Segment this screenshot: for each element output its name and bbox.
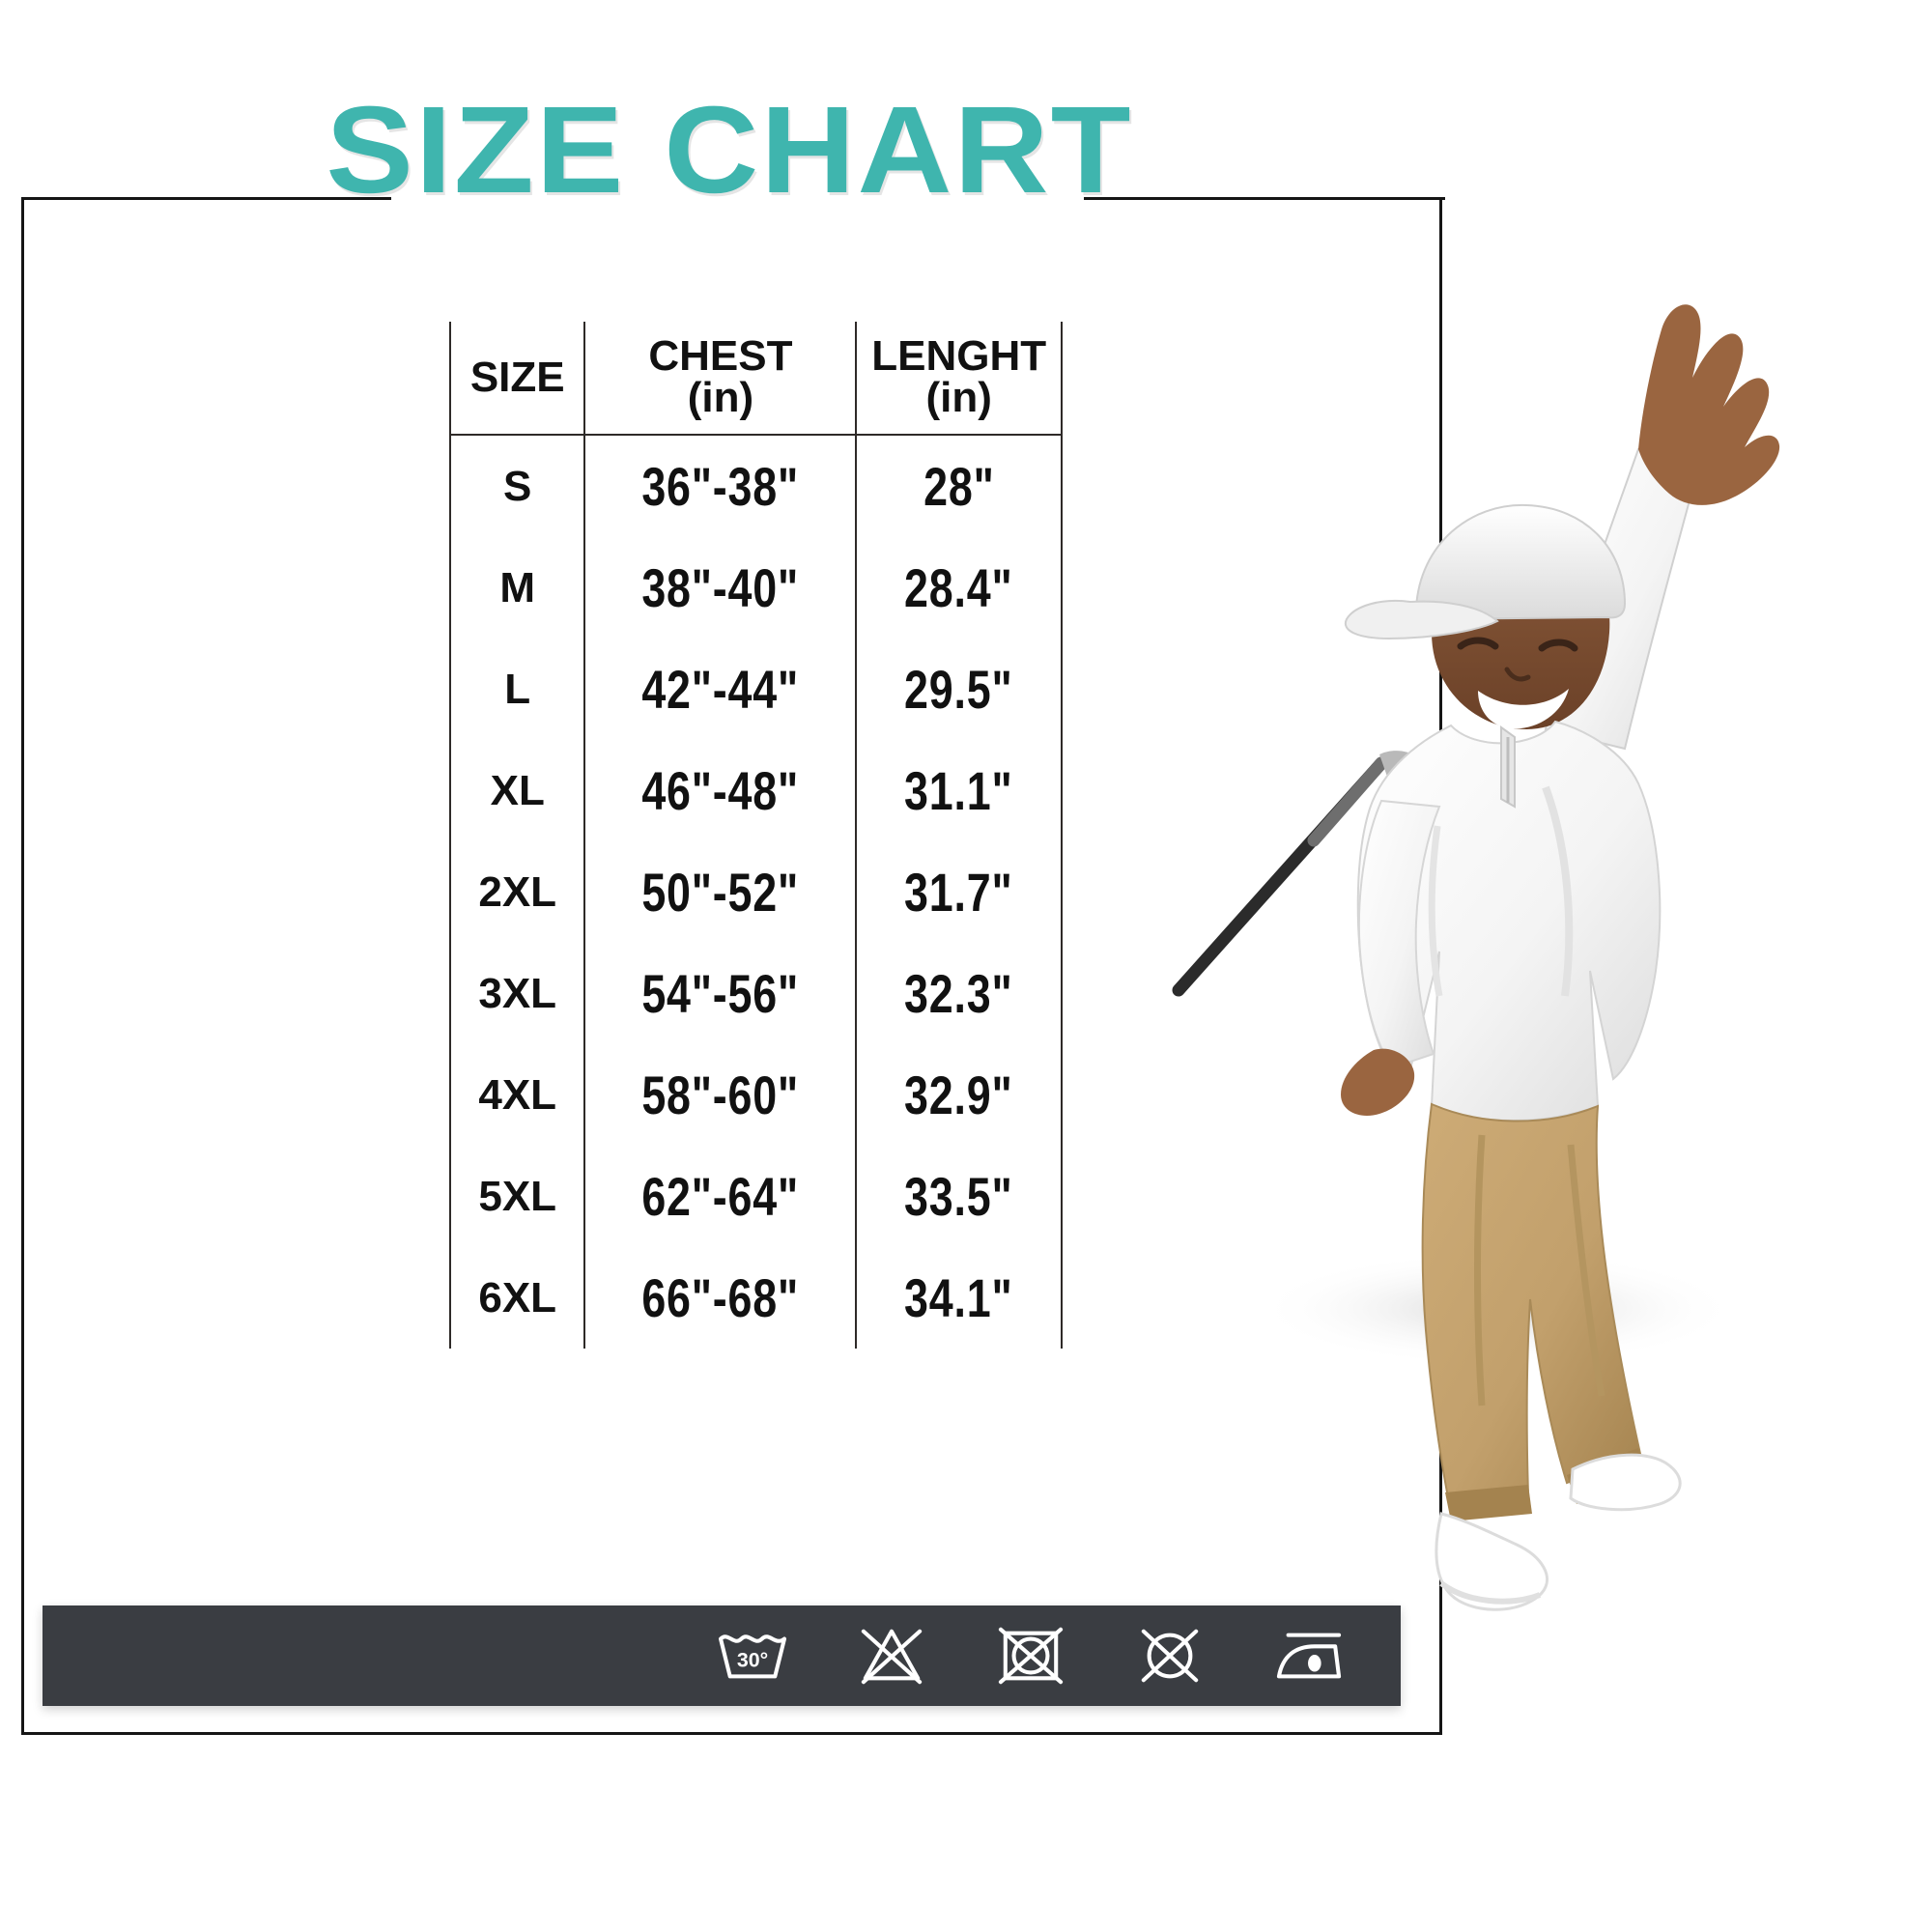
cell-length-value: 31.7" <box>904 862 1013 923</box>
cell-chest-value: 62"-64" <box>641 1166 800 1227</box>
cell-length-value: 28" <box>923 456 995 517</box>
cell-length-value: 28.4" <box>904 557 1013 618</box>
cell-length-value: 31.1" <box>904 760 1013 821</box>
cell-size-value: 5XL <box>478 1172 557 1220</box>
column-header-chest-unit: (in) <box>687 373 754 421</box>
cell-chest: 42"-44" <box>583 639 858 740</box>
cell-size: 5XL <box>448 1146 586 1247</box>
cell-chest: 36"-38" <box>583 435 858 537</box>
cell-size: 4XL <box>448 1044 586 1146</box>
cell-length: 28" <box>855 435 1063 537</box>
do-not-tumble-dry-icon <box>998 1627 1064 1685</box>
cell-chest-value: 38"-40" <box>641 557 800 618</box>
product-photo: Man in white long-sleeve golf shirt and … <box>1092 208 1932 1715</box>
iron-low-icon <box>1276 1633 1342 1679</box>
cell-length: 33.5" <box>855 1146 1063 1247</box>
table-row: M 38"-40" 28.4" <box>448 537 1063 639</box>
table-row: 6XL 66"-68" 34.1" <box>448 1247 1063 1349</box>
table-row: S 36"-38" 28" <box>448 435 1063 537</box>
cell-size-value: L <box>504 665 531 713</box>
frame-top-right-rule <box>1084 197 1445 200</box>
table-row: 2XL 50"-52" 31.7" <box>448 841 1063 943</box>
do-not-dry-clean-icon <box>1141 1629 1199 1683</box>
cell-length-value: 32.9" <box>904 1065 1013 1125</box>
table-row: 3XL 54"-56" 32.3" <box>448 943 1063 1044</box>
cell-chest: 66"-68" <box>583 1247 858 1349</box>
cell-chest-value: 36"-38" <box>641 456 800 517</box>
cell-chest: 46"-48" <box>583 740 858 841</box>
frame-top-left-rule <box>21 197 391 200</box>
cell-length-value: 33.5" <box>904 1166 1013 1227</box>
table-header: SIZE CHEST (in) LENGHT (in) <box>448 322 1063 436</box>
golfer-illustration <box>1172 304 1780 1611</box>
cell-chest-value: 58"-60" <box>641 1065 800 1125</box>
cell-chest: 54"-56" <box>583 943 858 1044</box>
shoes <box>1435 1453 1682 1611</box>
column-header-length-unit: (in) <box>925 373 992 421</box>
cell-length: 31.1" <box>855 740 1063 841</box>
cell-size-value: 6XL <box>478 1273 557 1321</box>
pants <box>1421 1102 1648 1521</box>
cell-size: 3XL <box>448 943 586 1044</box>
wash-30-icon: 30° <box>718 1634 787 1679</box>
cell-chest: 38"-40" <box>583 537 858 639</box>
column-header-chest: CHEST (in) <box>583 322 858 436</box>
cell-chest-value: 50"-52" <box>641 862 800 923</box>
cell-size: M <box>448 537 586 639</box>
wash-temperature-label: 30° <box>737 1649 768 1672</box>
column-header-length: LENGHT (in) <box>855 322 1063 436</box>
column-header-size-label: SIZE <box>469 354 565 402</box>
cell-length: 32.3" <box>855 943 1063 1044</box>
cell-chest: 50"-52" <box>583 841 858 943</box>
cell-size-value: S <box>503 462 532 510</box>
table-header-row: SIZE CHEST (in) LENGHT (in) <box>448 322 1063 436</box>
cell-length: 32.9" <box>855 1044 1063 1146</box>
head <box>1344 503 1627 729</box>
cap-brim <box>1344 600 1499 640</box>
cell-chest-value: 46"-48" <box>641 760 800 821</box>
size-chart-table: SIZE CHEST (in) LENGHT (in) S 36"-38" 28" M… <box>448 322 1063 1349</box>
cell-length: 28.4" <box>855 537 1063 639</box>
cell-length: 31.7" <box>855 841 1063 943</box>
cell-chest-value: 66"-68" <box>641 1267 800 1328</box>
shirt <box>1356 720 1662 1122</box>
do-not-bleach-icon <box>861 1629 923 1685</box>
cell-size-value: 3XL <box>478 969 557 1017</box>
cell-length-value: 29.5" <box>904 659 1013 720</box>
care-instructions-bar: 30° <box>43 1605 1401 1706</box>
cell-chest-value: 42"-44" <box>641 659 800 720</box>
gripping-hand <box>1341 1048 1415 1116</box>
cell-length: 29.5" <box>855 639 1063 740</box>
cell-size: 2XL <box>448 841 586 943</box>
table-row: 4XL 58"-60" 32.9" <box>448 1044 1063 1146</box>
cell-chest: 62"-64" <box>583 1146 858 1247</box>
page-title: SIZE CHART <box>326 81 1133 219</box>
cell-size: L <box>448 639 586 740</box>
cell-size-value: M <box>499 563 536 611</box>
table-row: L 42"-44" 29.5" <box>448 639 1063 740</box>
cell-size-value: XL <box>490 766 545 814</box>
cell-length-value: 34.1" <box>904 1267 1013 1328</box>
cell-size: XL <box>448 740 586 841</box>
cell-size-value: 2XL <box>478 867 557 916</box>
cell-length: 34.1" <box>855 1247 1063 1349</box>
cell-chest-value: 54"-56" <box>641 963 800 1024</box>
column-header-chest-label: CHEST <box>648 332 793 381</box>
cell-length-value: 32.3" <box>904 963 1013 1024</box>
raised-hand <box>1638 304 1780 505</box>
cell-size: S <box>448 435 586 537</box>
table-body: S 36"-38" 28" M 38"-40" 28.4" L 42"-44" 29.5" XL 4… <box>448 435 1063 1349</box>
cell-size: 6XL <box>448 1247 586 1349</box>
column-header-size: SIZE <box>448 322 586 436</box>
cell-size-value: 4XL <box>478 1070 557 1119</box>
cell-chest: 58"-60" <box>583 1044 858 1146</box>
table-row: XL 46"-48" 31.1" <box>448 740 1063 841</box>
column-header-length-label: LENGHT <box>871 332 1047 381</box>
table-row: 5XL 62"-64" 33.5" <box>448 1146 1063 1247</box>
